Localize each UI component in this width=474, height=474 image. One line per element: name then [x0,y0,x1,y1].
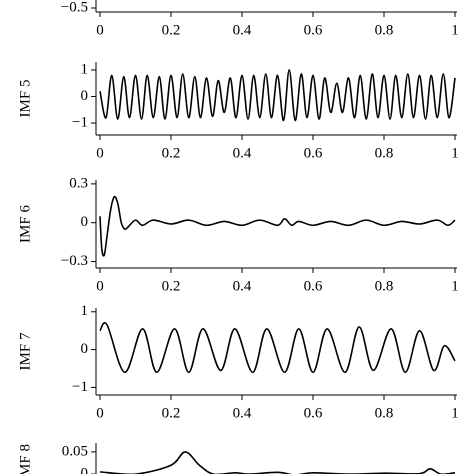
x-tick-label: 1 [451,405,459,421]
y-tick-label: 0 [81,466,89,474]
x-tick-label: 0.4 [233,22,252,38]
y-tick-label: 1 [81,303,89,319]
y-tick-label: 0 [81,88,89,104]
y-tick-label: 1 [81,61,89,77]
x-tick-label: 0.4 [233,145,252,161]
signal-line [99,322,456,374]
signal-line [99,69,456,122]
x-tick-label: 0.2 [162,405,181,421]
x-tick-label: 0 [96,278,104,294]
x-tick-label: 0.8 [375,278,394,294]
x-tick-label: 0.4 [233,405,252,421]
y-tick-label: −1 [72,114,88,130]
x-tick-label: 0 [96,405,104,421]
y-axis-label: IMF 5 [17,80,33,118]
x-tick-label: 0.8 [375,405,394,421]
y-tick-label: −1 [72,379,88,395]
x-tick-label: 0.6 [304,278,323,294]
y-axis-label: IMF 8 [17,444,33,474]
y-tick-label: 0 [81,341,89,357]
x-tick-label: 1 [451,145,459,161]
y-tick-label: 0 [81,214,89,230]
x-tick-label: 0.8 [375,22,394,38]
x-tick-label: 0.6 [304,22,323,38]
y-tick-label: 0.05 [62,443,88,459]
x-tick-label: 0.6 [304,405,323,421]
signal-line [99,451,456,474]
y-axis-label: IMF 6 [17,205,33,243]
x-tick-label: 0.2 [162,22,181,38]
x-tick-label: 0.4 [233,278,252,294]
y-axis-label: IMF 7 [17,332,33,370]
signal-line [99,195,456,257]
x-tick-label: 0.2 [162,145,181,161]
x-tick-label: 0 [96,145,104,161]
y-tick-label: 0.3 [69,175,88,191]
x-tick-label: 1 [451,22,459,38]
x-tick-label: 0.2 [162,278,181,294]
x-tick-label: 0.8 [375,145,394,161]
y-tick-label: −0.3 [61,253,88,269]
x-tick-label: 0 [96,22,104,38]
y-tick-label: −0.5 [61,0,88,15]
x-tick-label: 1 [451,278,459,294]
x-tick-label: 0.6 [304,145,323,161]
